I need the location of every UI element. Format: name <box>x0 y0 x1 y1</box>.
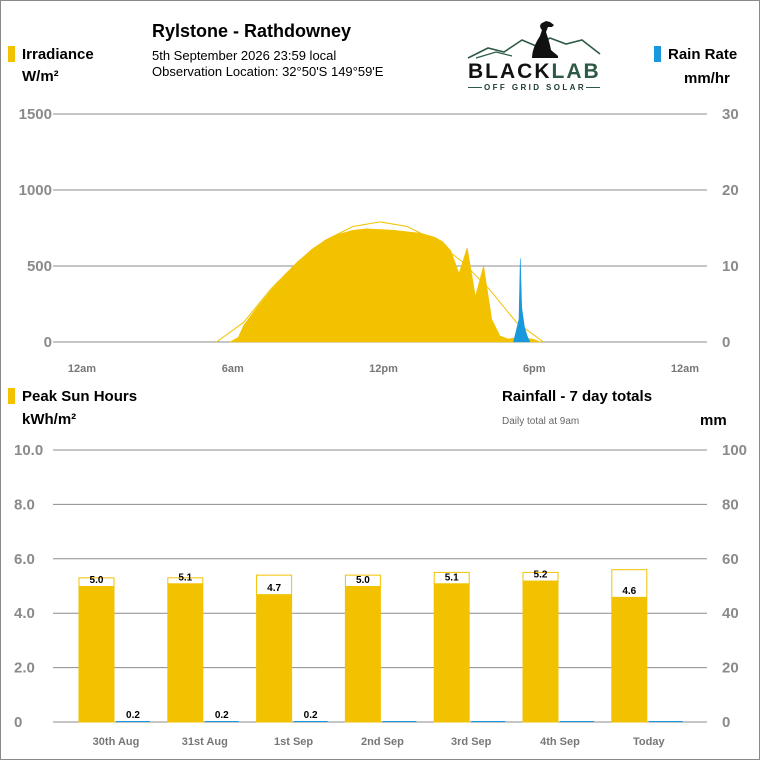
y-right-tick-label: 10 <box>722 258 739 275</box>
psh-legend-swatch <box>8 388 15 404</box>
y-right-tick-label: 100 <box>722 442 747 459</box>
sun-hours-value-label: 4.6 <box>622 586 636 597</box>
x-tick-label: 6am <box>222 363 244 375</box>
rain-rate-legend-swatch <box>654 46 661 62</box>
y-right-tick-label: 80 <box>722 496 739 513</box>
x-category-label: 3rd Sep <box>451 736 492 748</box>
x-tick-label: 12pm <box>369 363 398 375</box>
rain-rate-unit: mm/hr <box>684 70 730 87</box>
y-right-tick-label: 0 <box>722 714 730 731</box>
y-left-tick-label: 6.0 <box>14 551 35 568</box>
sun-hours-value-label: 4.7 <box>267 583 281 594</box>
x-category-label: 31st Aug <box>182 736 228 748</box>
rainfall-bar <box>293 721 328 722</box>
clear-sky-line <box>216 221 544 343</box>
y-right-tick-label: 30 <box>722 106 739 123</box>
y-right-tick-label: 60 <box>722 551 739 568</box>
y-left-tick-label: 0 <box>14 714 22 731</box>
dog-mountain-logo-icon <box>467 21 601 59</box>
observation-datetime: 5th September 2026 23:59 local <box>152 48 337 63</box>
x-tick-label: 12am <box>671 363 699 375</box>
irradiance-unit: W/m² <box>22 68 59 85</box>
y-left-tick-label: 1000 <box>19 182 52 199</box>
sun-hours-value-label: 5.0 <box>356 575 370 586</box>
rainfall-bar <box>382 721 417 722</box>
sun-hours-bar <box>79 586 114 722</box>
rain-rate-area <box>513 258 531 343</box>
rain-rate-title: Rain Rate <box>668 46 738 63</box>
x-category-label: 30th Aug <box>93 736 140 748</box>
x-category-label: 4th Sep <box>540 736 580 748</box>
y-left-tick-label: 0 <box>44 334 52 351</box>
sun-hours-bar <box>167 583 203 722</box>
logo-tagline: OFF GRID SOLAR <box>484 83 587 92</box>
sun-hours-bar <box>611 596 647 722</box>
rainfall-value-label: 0.2 <box>304 710 318 721</box>
psh-unit: kWh/m² <box>22 411 77 428</box>
sun-hours-chart: 10.0 100 8.0 80 6.0 60 4.0 40 2.0 20 0 0 5.0 0.2 30th … <box>14 442 747 748</box>
sun-hours-value-label: 5.0 <box>90 575 104 586</box>
rainfall-bar <box>560 721 594 722</box>
logo-text-lab: LAB <box>551 60 601 83</box>
y-right-tick-label: 40 <box>722 605 739 622</box>
rainfall-value-label: 0.2 <box>126 710 140 721</box>
y-left-tick-label: 2.0 <box>14 660 35 677</box>
sun-hours-bar <box>345 586 381 722</box>
rainfall-bar <box>204 721 239 722</box>
irradiance-area <box>228 228 541 343</box>
observation-location: Observation Location: 32°50'S 149°59'E <box>152 64 384 79</box>
x-tick-label: 12am <box>68 363 96 375</box>
x-tick-label: 6pm <box>523 363 546 375</box>
rainfall-bar <box>471 721 506 722</box>
psh-title: Peak Sun Hours <box>22 388 138 405</box>
sun-hours-bar <box>434 583 470 722</box>
sun-hours-value-label: 5.1 <box>178 572 192 583</box>
logo-text-black: BLACK <box>468 60 552 83</box>
x-category-label: 2nd Sep <box>361 736 404 748</box>
y-left-tick-label: 10.0 <box>14 442 43 459</box>
sun-hours-bar <box>523 580 558 722</box>
irradiance-legend-swatch <box>8 46 15 62</box>
x-category-label: Today <box>633 736 665 748</box>
rainfall-bar <box>116 721 150 722</box>
y-left-tick-label: 500 <box>27 258 52 275</box>
page-title: Rylstone - Rathdowney <box>152 21 352 41</box>
rainfall-note: Daily total at 9am <box>502 416 580 427</box>
rainfall-bar <box>648 721 683 722</box>
y-left-tick-label: 8.0 <box>14 496 35 513</box>
y-right-tick-label: 20 <box>722 660 739 677</box>
rainfall-title: Rainfall - 7 day totals <box>502 388 653 405</box>
irradiance-title: Irradiance <box>22 46 94 63</box>
y-left-tick-label: 1500 <box>19 106 52 123</box>
x-category-label: 1st Sep <box>274 736 313 748</box>
y-right-tick-label: 0 <box>722 334 730 351</box>
y-right-tick-label: 20 <box>722 182 739 199</box>
rainfall-unit: mm <box>700 412 727 429</box>
y-left-tick-label: 4.0 <box>14 605 35 622</box>
rainfall-value-label: 0.2 <box>215 710 229 721</box>
sun-hours-bar <box>256 594 292 722</box>
sun-hours-value-label: 5.1 <box>445 572 459 583</box>
sun-hours-value-label: 5.2 <box>534 570 548 581</box>
